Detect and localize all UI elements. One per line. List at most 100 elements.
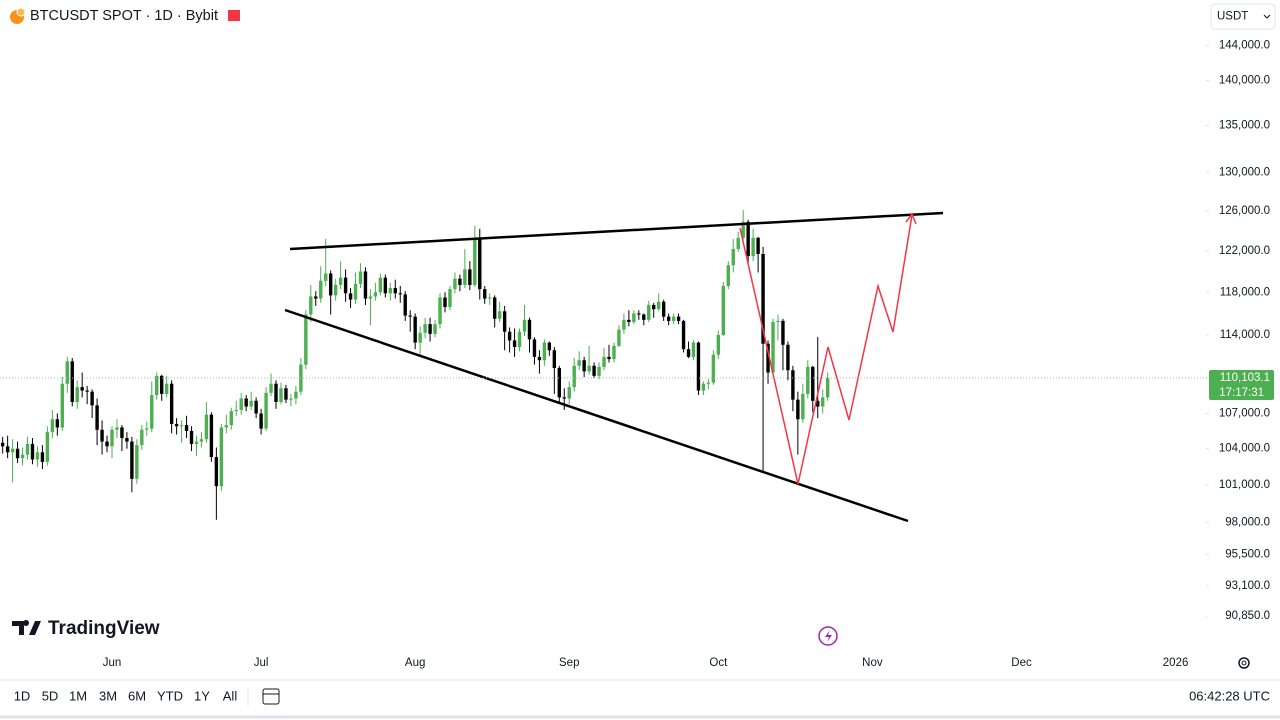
candle-body [309, 296, 313, 315]
candle-body [65, 361, 69, 384]
candle-body [492, 297, 497, 319]
candle-body [542, 342, 547, 361]
lower-trendline [284, 308, 909, 523]
settings-icon[interactable] [1238, 657, 1250, 669]
candle-body [448, 289, 452, 308]
candle-body [652, 304, 656, 310]
brand-logo [12, 620, 41, 635]
candle-body [438, 297, 442, 325]
candle-body [567, 387, 571, 399]
candle-body [75, 387, 79, 402]
candle-body [751, 237, 755, 257]
candle-body [547, 342, 552, 351]
range-button[interactable]: 1D [14, 688, 31, 703]
candle-body [199, 439, 204, 442]
candle-body [214, 457, 219, 487]
currency-dropdown[interactable] [1210, 3, 1276, 30]
y-tick-label: 135,000.0 [1219, 120, 1270, 132]
y-tick-label: 93,100.0 [1225, 580, 1270, 592]
date-range-icon[interactable] [262, 688, 280, 705]
candle-body [274, 383, 278, 402]
events-bolt[interactable] [825, 630, 832, 642]
candle-body [50, 419, 55, 433]
candle-body [30, 443, 35, 460]
candle-body [140, 429, 144, 446]
candle-body [428, 324, 432, 334]
x-tick-label: Sep [559, 657, 579, 669]
candle-body [338, 277, 343, 285]
symbol-title: BTCUSDT SPOT · 1D · Bybit [30, 8, 218, 24]
candle-body [691, 342, 696, 357]
range-button[interactable]: 1M [69, 688, 87, 703]
candle-body [423, 324, 427, 333]
range-button[interactable]: 6M [128, 688, 146, 703]
x-tick-label: Aug [405, 657, 425, 669]
candle-body [15, 448, 20, 459]
dropdown-caret[interactable] [1263, 14, 1271, 19]
candle-body [0, 442, 5, 447]
candle-body [373, 292, 378, 297]
candle-body [314, 296, 318, 299]
candle-body [289, 398, 293, 400]
range-button[interactable]: YTD [157, 688, 183, 703]
candle-body [637, 313, 641, 315]
y-tick-label: 90,850.0 [1225, 610, 1270, 622]
candle-body [617, 329, 621, 346]
y-tick-label: 126,000.0 [1219, 205, 1270, 217]
currency-label[interactable]: USDT [1217, 11, 1248, 23]
candle-body [378, 277, 383, 293]
candle-body [169, 383, 174, 424]
candle-body [304, 314, 308, 365]
range-button[interactable]: 5D [42, 688, 59, 703]
candle-body [164, 383, 169, 394]
candle-body [557, 368, 561, 398]
candle-body [701, 383, 706, 391]
candle-body [234, 409, 238, 412]
candle-body [110, 429, 114, 447]
candle-body [627, 319, 631, 323]
candle-body [731, 248, 735, 266]
candle-body [239, 398, 243, 410]
countdown-label: 17:17:31 [1219, 387, 1264, 399]
candle-body [443, 297, 447, 308]
candle-body [219, 427, 224, 487]
range-button[interactable]: All [223, 688, 238, 703]
y-tick-label: 98,000.0 [1225, 516, 1270, 528]
candle-body [333, 284, 338, 296]
y-tick-label: 118,000.0 [1220, 286, 1270, 298]
flag-icon [228, 10, 240, 21]
candle-body [458, 278, 462, 285]
candle-body [642, 314, 646, 320]
candle-body [453, 278, 457, 290]
settings-icon-center[interactable] [1241, 660, 1247, 666]
candle-body [343, 277, 348, 294]
candle-body [353, 283, 358, 300]
range-button[interactable]: 3M [99, 688, 117, 703]
x-tick-label: Jun [103, 657, 122, 669]
candle-body [801, 393, 805, 420]
candle-body [468, 269, 472, 285]
candle-body [582, 360, 586, 372]
y-tick-label: 144,000.0 [1219, 40, 1270, 52]
candle-body [70, 361, 74, 402]
candle-body [661, 301, 666, 317]
candle-body [388, 288, 393, 294]
candle-body [115, 427, 119, 430]
candle-body [681, 320, 686, 350]
y-tick-label: 114,000.0 [1220, 329, 1270, 341]
candle-body [497, 311, 502, 319]
candle-body [194, 441, 199, 444]
candle-body [726, 265, 730, 286]
candle-body [597, 366, 601, 376]
y-tick-label: 122,000.0 [1219, 245, 1270, 257]
candle-body [622, 319, 626, 330]
candle-body [55, 419, 60, 428]
candle-body [224, 425, 229, 428]
candle-body [408, 315, 412, 317]
candle-body [781, 320, 785, 345]
range-button[interactable]: 1Y [194, 688, 210, 703]
candle-body [135, 445, 139, 479]
candle-body [259, 413, 263, 429]
candle-body [706, 382, 711, 384]
